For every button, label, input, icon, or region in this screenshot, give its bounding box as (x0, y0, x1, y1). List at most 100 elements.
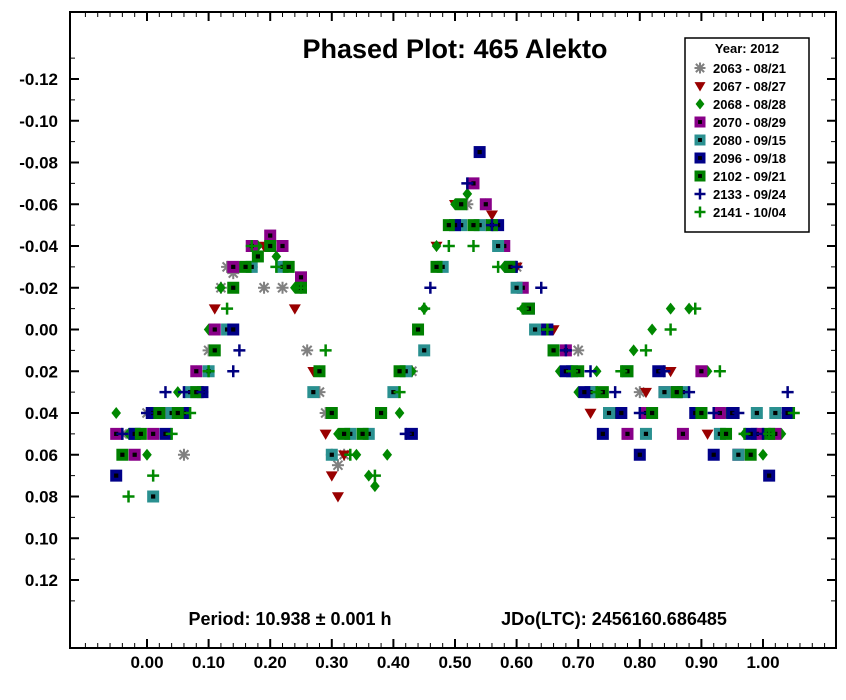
data-point (270, 260, 283, 273)
data-point (202, 365, 215, 378)
data-points (110, 146, 800, 503)
data-point (123, 427, 134, 440)
data-point (732, 448, 745, 461)
data-point (147, 490, 160, 503)
data-point (590, 386, 603, 399)
data-point (307, 386, 320, 399)
legend-item: 2096 - 09/18 (694, 151, 786, 166)
data-point (412, 323, 425, 336)
data-point (190, 386, 203, 399)
data-point (405, 427, 418, 440)
data-point (110, 469, 123, 482)
legend-item: 2068 - 08/28 (695, 97, 786, 112)
data-point (492, 240, 505, 252)
data-point (485, 210, 498, 221)
data-point (504, 260, 517, 273)
data-point (325, 407, 338, 419)
data-point (245, 240, 258, 252)
data-point (461, 177, 474, 190)
data-point (122, 490, 135, 503)
legend-item: 2063 - 08/21 (694, 61, 786, 76)
data-point (603, 407, 615, 419)
data-point (462, 187, 473, 200)
data-point (368, 469, 381, 482)
data-point (510, 281, 523, 294)
data-point (282, 260, 295, 273)
data-point (227, 323, 240, 336)
data-point (647, 323, 657, 336)
y-axis: -0.12 -0.10 -0.08 -0.06 -0.04 -0.02 0.00 0.02 0.… (19, 57, 836, 602)
data-point (578, 386, 591, 399)
y-tick-label: -0.10 (19, 112, 58, 131)
data-point (758, 448, 768, 461)
data-point (338, 427, 351, 440)
data-point (522, 302, 535, 315)
data-point (535, 281, 548, 294)
data-point (615, 365, 628, 378)
x-tick-label: 0.80 (623, 653, 656, 672)
data-point (431, 240, 442, 252)
data-point (264, 229, 277, 242)
y-tick-label: 0.08 (25, 488, 58, 507)
y-tick-label: -0.04 (19, 237, 58, 256)
x-tick-label: 0.00 (130, 653, 163, 672)
chart-title: Phased Plot: 465 Alekto (302, 34, 607, 64)
legend-label: 2063 - 08/21 (713, 61, 786, 76)
x-tick-label: 0.30 (315, 653, 348, 672)
legend-label: 2133 - 09/24 (713, 187, 787, 202)
data-point (208, 304, 221, 315)
data-point (492, 260, 505, 273)
legend: Year: 2012 2063 - 08/21 2067 - 08/27 2068 … (684, 37, 810, 233)
data-point (628, 344, 639, 357)
data-point (208, 323, 221, 336)
data-point (319, 344, 332, 357)
data-point (331, 459, 344, 472)
data-point (442, 219, 455, 232)
data-point (430, 260, 443, 273)
data-point (615, 407, 628, 419)
data-point (572, 344, 585, 357)
data-point (393, 365, 406, 378)
data-point (732, 407, 745, 419)
data-point (221, 302, 234, 315)
data-point (664, 367, 677, 378)
data-point (621, 365, 634, 378)
data-point (370, 480, 380, 493)
data-point (596, 386, 609, 399)
data-point (652, 365, 665, 378)
data-point (738, 427, 751, 440)
y-tick-label: 0.12 (25, 571, 58, 590)
data-point (159, 386, 172, 399)
data-point (165, 427, 178, 440)
data-point (128, 448, 141, 461)
x-axis: 0.00 0.10 0.20 0.30 0.40 0.50 0.60 0.70 0.80 0.90… (84, 12, 826, 672)
data-point (707, 407, 720, 419)
data-point (664, 323, 677, 336)
data-point (418, 302, 431, 315)
legend-title: Year: 2012 (715, 41, 779, 56)
x-tick-label: 0.60 (500, 653, 533, 672)
y-tick-label: 0.00 (25, 321, 58, 340)
data-point (227, 281, 240, 294)
data-point (271, 250, 282, 263)
legend-label: 2080 - 09/15 (713, 133, 786, 148)
data-point (227, 260, 240, 273)
data-point (689, 302, 702, 315)
data-point (541, 323, 554, 336)
legend-label: 2102 - 09/21 (713, 169, 786, 184)
data-point (566, 365, 579, 378)
data-point (313, 365, 326, 378)
legend-label: 2070 - 08/29 (713, 115, 786, 130)
data-point (695, 98, 705, 110)
y-tick-label: -0.08 (19, 154, 58, 173)
y-tick-label: 0.02 (25, 362, 58, 381)
data-point (387, 386, 400, 399)
data-point (694, 134, 706, 146)
data-point (559, 344, 572, 357)
data-point (665, 302, 676, 315)
data-point (763, 427, 776, 440)
legend-label: 2068 - 08/28 (713, 97, 786, 112)
data-point (713, 407, 726, 419)
legend-item: 2102 - 09/21 (694, 169, 786, 184)
